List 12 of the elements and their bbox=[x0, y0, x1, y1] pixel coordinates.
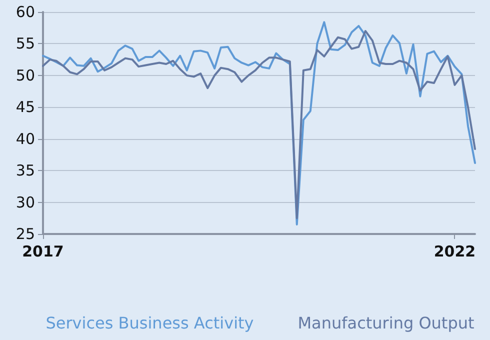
text: Manufacturing Output bbox=[298, 314, 474, 332]
y-tick-label: 45 bbox=[16, 98, 35, 116]
text: Services Business Activity bbox=[46, 314, 254, 332]
y-tick-label: 60 bbox=[16, 3, 35, 21]
y-tick-label: 55 bbox=[16, 34, 35, 53]
y-tick-label: 35 bbox=[16, 162, 35, 180]
x-tick-label: 2022 bbox=[434, 242, 476, 260]
y-tick-label: 25 bbox=[16, 225, 35, 243]
y-tick-label: 30 bbox=[16, 193, 35, 212]
y-tick-label: 40 bbox=[16, 130, 35, 148]
y-tick-label: 50 bbox=[16, 66, 35, 84]
x-tick-label: 2017 bbox=[22, 242, 64, 260]
